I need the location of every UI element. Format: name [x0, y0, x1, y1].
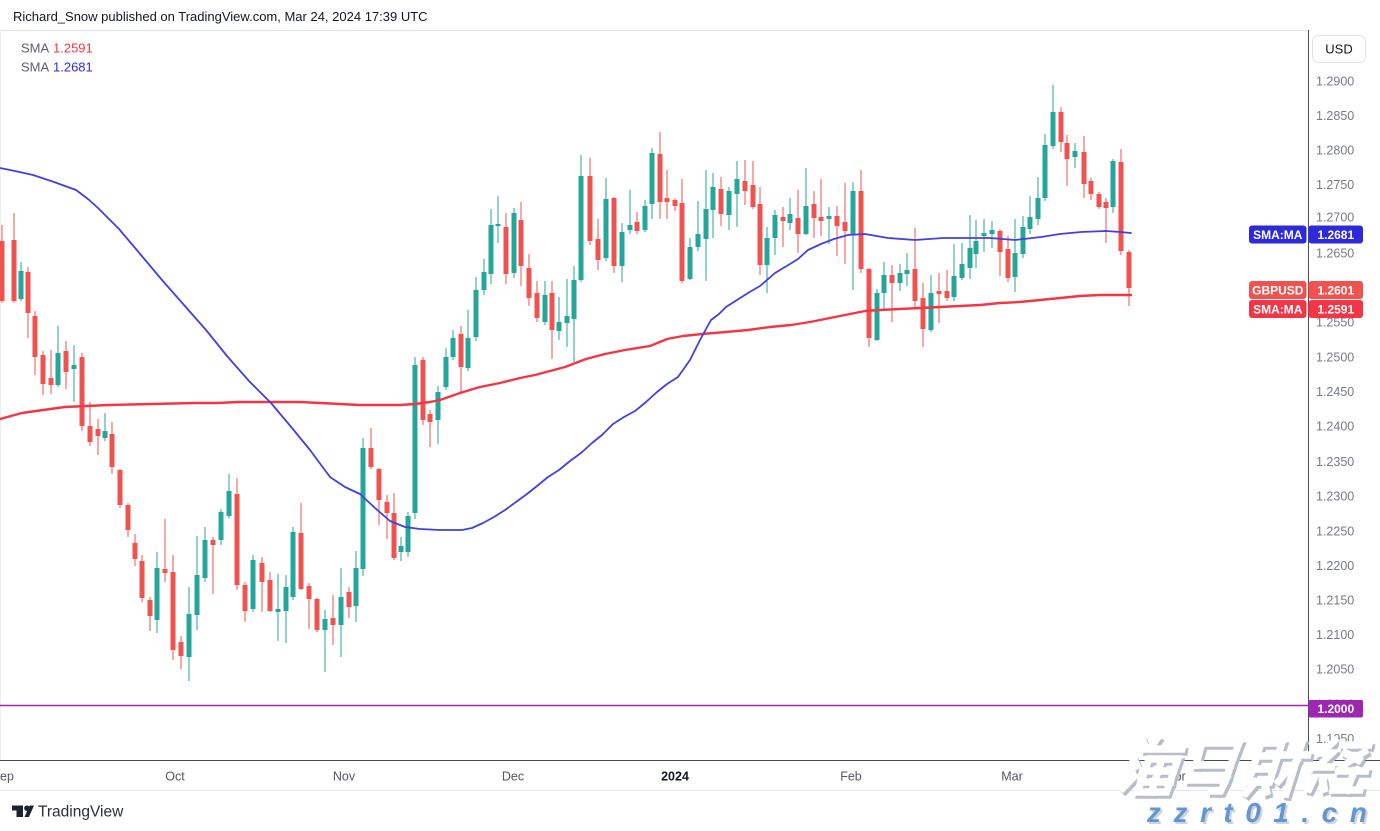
svg-text:SMA:MA: SMA:MA — [1253, 302, 1303, 316]
svg-text:Richard_Snow published on Trad: Richard_Snow published on TradingView.co… — [13, 9, 428, 24]
svg-text:1.2200: 1.2200 — [1316, 559, 1354, 573]
svg-text:Nov: Nov — [333, 770, 356, 784]
svg-text:SMA: SMA — [21, 40, 50, 55]
svg-text:1.2900: 1.2900 — [1316, 75, 1354, 89]
svg-text:1.2350: 1.2350 — [1316, 455, 1354, 469]
svg-text:1.2601: 1.2601 — [1317, 283, 1354, 297]
svg-text:zzrt01.cn: zzrt01.cn — [1148, 799, 1380, 830]
svg-text:Oct: Oct — [165, 770, 185, 784]
svg-text:1.2400: 1.2400 — [1316, 420, 1354, 434]
svg-text:1.2800: 1.2800 — [1316, 144, 1354, 158]
svg-text:Mar: Mar — [1001, 770, 1023, 784]
svg-text:1.2850: 1.2850 — [1316, 109, 1354, 123]
svg-text:1.2100: 1.2100 — [1316, 628, 1354, 642]
svg-text:ep: ep — [0, 770, 14, 784]
svg-text:SMA:MA: SMA:MA — [1253, 228, 1303, 242]
svg-text:2024: 2024 — [661, 770, 689, 784]
svg-text:1.2450: 1.2450 — [1316, 385, 1354, 399]
svg-text:1.2591: 1.2591 — [1317, 302, 1354, 316]
svg-text:GBPUSD: GBPUSD — [1252, 283, 1304, 297]
svg-text:1.2150: 1.2150 — [1316, 594, 1354, 608]
svg-text:1.2250: 1.2250 — [1316, 525, 1354, 539]
svg-text:USD: USD — [1325, 42, 1352, 57]
svg-text:TradingView: TradingView — [38, 804, 124, 821]
svg-text:1.2500: 1.2500 — [1316, 351, 1354, 365]
svg-text:1.2700: 1.2700 — [1316, 211, 1354, 225]
svg-text:1.2681: 1.2681 — [1317, 228, 1354, 242]
svg-text:1.2300: 1.2300 — [1316, 490, 1354, 504]
svg-text:Dec: Dec — [502, 770, 524, 784]
svg-text:1.2000: 1.2000 — [1317, 702, 1354, 716]
svg-text:Feb: Feb — [840, 770, 862, 784]
svg-text:1.2750: 1.2750 — [1316, 178, 1354, 192]
svg-text:1.2591: 1.2591 — [53, 40, 93, 55]
svg-text:1.2650: 1.2650 — [1316, 247, 1354, 261]
svg-text:1.2550: 1.2550 — [1316, 316, 1354, 330]
svg-text:1.2050: 1.2050 — [1316, 663, 1354, 677]
svg-text:zzrt01.cn: zzrt01.cn — [1146, 797, 1379, 828]
svg-text:1.2681: 1.2681 — [53, 59, 93, 74]
svg-text:SMA: SMA — [21, 59, 50, 74]
